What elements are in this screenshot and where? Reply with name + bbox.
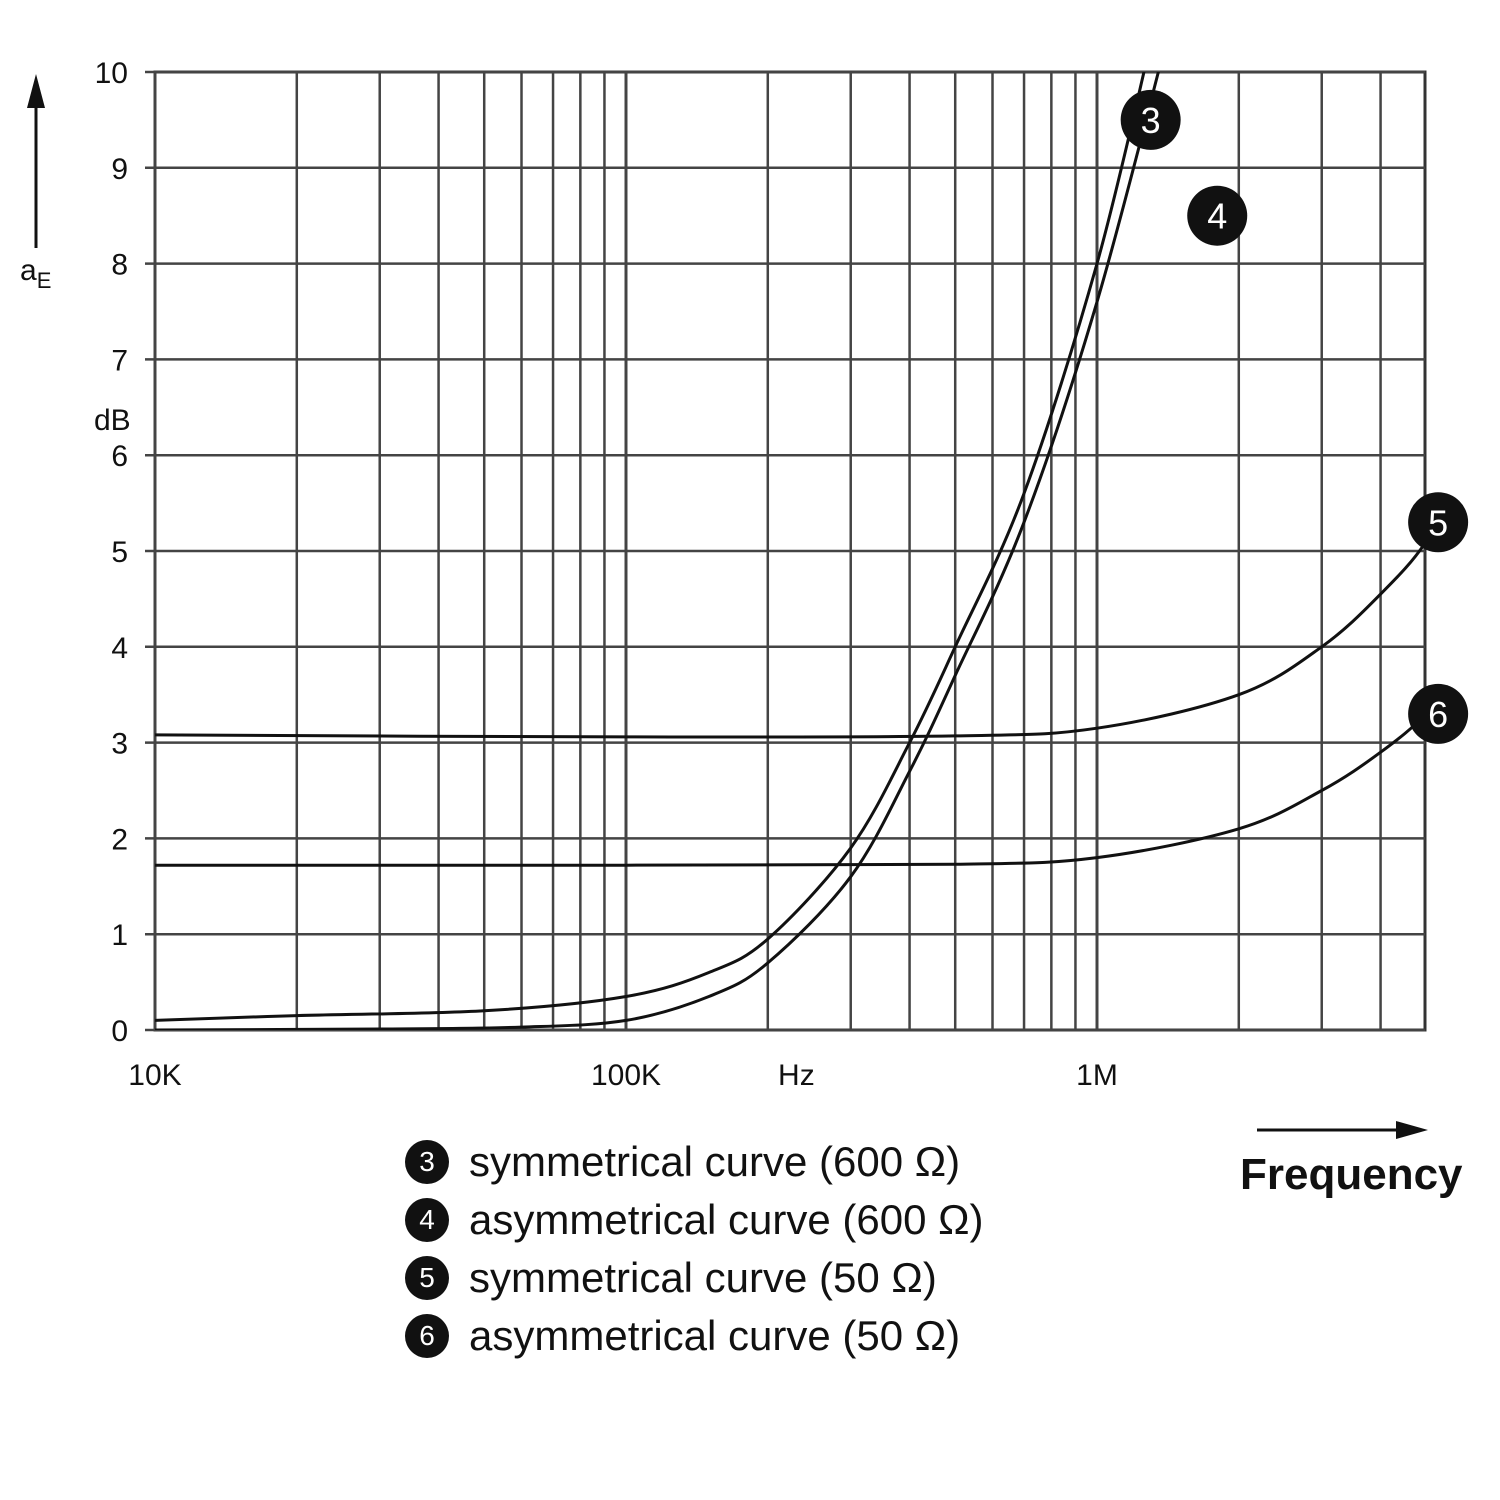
- x-tick-labels: 10K 100K 1M Hz: [128, 1059, 1118, 1092]
- y-tick-label: 5: [111, 536, 128, 569]
- curve-badge-number-4: 4: [1207, 196, 1227, 237]
- y-axis-unit: dB: [94, 404, 131, 437]
- y-axis-arrow-head: [27, 74, 45, 108]
- series-line-4: [155, 72, 1160, 1030]
- legend-label-6: asymmetrical curve (50 Ω): [469, 1312, 961, 1359]
- y-tick-label: 8: [111, 249, 128, 282]
- legend-label-4: asymmetrical curve (600 Ω): [469, 1196, 984, 1243]
- curve-labels: 3 4 5 6: [1120, 89, 1469, 744]
- y-axis-name-main: a: [20, 254, 37, 287]
- curve-badge-number-3: 3: [1141, 100, 1161, 141]
- legend-label-3: symmetrical curve (600 Ω): [469, 1138, 961, 1185]
- y-axis-name-sub: E: [37, 268, 52, 293]
- grid: [145, 70, 1427, 1032]
- legend: 3 symmetrical curve (600 Ω) 4 asymmetric…: [405, 1133, 984, 1365]
- curve-badge-number-5: 5: [1428, 502, 1448, 543]
- x-tick-label: 100K: [591, 1059, 661, 1092]
- y-tick-label: 3: [111, 728, 128, 761]
- series-line-5: [155, 540, 1425, 739]
- x-tick-label: 1M: [1076, 1059, 1118, 1092]
- x-tick-label: 10K: [128, 1059, 181, 1092]
- legend-item-4: 4 asymmetrical curve (600 Ω): [405, 1191, 984, 1249]
- curve-badge-6: [1408, 683, 1469, 744]
- y-tick-label: 0: [111, 1015, 128, 1048]
- legend-badge-3: 3: [405, 1140, 449, 1184]
- legend-badge-5: 5: [405, 1256, 449, 1300]
- y-tick-label: 10: [95, 57, 128, 90]
- curve-badge-5: [1408, 492, 1469, 553]
- series-line-3: [155, 72, 1146, 1022]
- y-tick-label: 7: [111, 344, 128, 377]
- curve-badge-number-6: 6: [1428, 694, 1448, 735]
- y-tick-label: 2: [111, 823, 128, 856]
- x-axis-unit: Hz: [778, 1059, 815, 1092]
- y-tick-label: 9: [111, 153, 128, 186]
- y-tick-labels: 0 1 2 3 4 5 6 7 8 9 10: [95, 57, 128, 1048]
- legend-badge-6: 6: [405, 1314, 449, 1358]
- curve-badge-4: [1187, 185, 1248, 246]
- legend-item-5: 5 symmetrical curve (50 Ω): [405, 1249, 984, 1307]
- x-axis-label: Frequency: [1240, 1150, 1463, 1199]
- y-tick-label: 4: [111, 632, 128, 665]
- series-lines: [155, 72, 1425, 1030]
- series-line-6: [155, 712, 1425, 867]
- x-axis-arrow-head: [1396, 1121, 1428, 1139]
- legend-item-6: 6 asymmetrical curve (50 Ω): [405, 1307, 984, 1365]
- legend-badge-4: 4: [405, 1198, 449, 1242]
- y-tick-label: 6: [111, 440, 128, 473]
- y-axis-name: aE: [20, 254, 51, 293]
- curve-badge-3: [1120, 89, 1181, 150]
- legend-label-5: symmetrical curve (50 Ω): [469, 1254, 937, 1301]
- y-tick-label: 1: [111, 919, 128, 952]
- axes: aE dB: [20, 74, 1428, 1139]
- legend-item-3: 3 symmetrical curve (600 Ω): [405, 1133, 984, 1191]
